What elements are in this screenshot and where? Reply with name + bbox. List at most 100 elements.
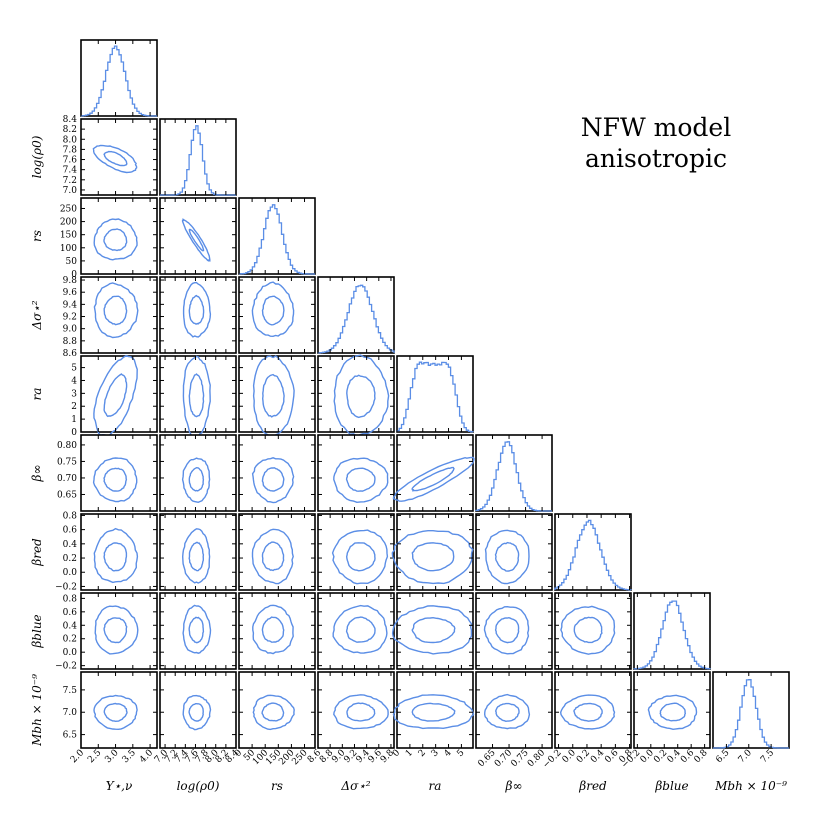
y-tick-label: 0.0 — [63, 568, 78, 578]
x-tick-label: 4 — [443, 748, 454, 759]
contour-2sigma — [182, 604, 212, 654]
panel-frame — [317, 434, 395, 512]
x-tick-label: 0.75 — [509, 748, 530, 769]
y-axis-label-rs: rs — [30, 230, 44, 242]
y-tick-label: 200 — [60, 218, 77, 228]
panel-contour-rs-vs-blue — [238, 592, 316, 670]
panel-contour-log-0-vs-rs — [159, 197, 237, 275]
panel-frame — [396, 513, 474, 591]
contour-2sigma — [391, 605, 473, 655]
panel-hist-p — [475, 434, 553, 512]
contour-1sigma — [103, 617, 128, 644]
panel-contour-log-0-vs-p — [159, 276, 237, 354]
contour-2sigma — [484, 529, 530, 585]
y-tick-label: 0.75 — [57, 457, 77, 467]
y-tick-label: 9.4 — [63, 300, 78, 310]
x-tick-label: 5 — [455, 748, 466, 759]
histogram-log-0 — [160, 125, 236, 196]
contour-2sigma — [251, 457, 295, 504]
contour-1sigma — [188, 616, 205, 644]
y-tick-label: 0.2 — [63, 635, 77, 645]
panel-frame — [396, 671, 474, 749]
x-tick-label: −0.2 — [541, 748, 564, 771]
y-tick-label: 0.4 — [63, 621, 78, 631]
panel-contour-p-vs-blue — [317, 592, 395, 670]
contour-2sigma — [182, 281, 212, 338]
contour-2sigma — [251, 528, 294, 585]
y-tick-label: 8.0 — [63, 135, 78, 145]
y-tick-label: 7.6 — [63, 156, 78, 166]
contour-1sigma — [188, 294, 205, 325]
panel-contour-p-vs-p — [80, 434, 158, 512]
contour-2sigma — [559, 694, 616, 730]
y-tick-label: 9.6 — [63, 288, 78, 298]
x-axis-label-red: βred — [578, 779, 607, 793]
contour-1sigma — [261, 541, 285, 572]
histogram-p — [80, 45, 157, 117]
contour-2sigma — [93, 282, 139, 339]
y-tick-label: 250 — [60, 204, 77, 214]
panel-frame — [475, 671, 553, 749]
contour-2sigma — [181, 218, 211, 262]
contour-1sigma — [188, 466, 205, 492]
panel-contour-log-0-vs-blue — [159, 592, 237, 670]
panel-frame — [317, 592, 395, 670]
contour-2sigma — [252, 604, 294, 655]
x-tick-label: 4.0 — [138, 748, 155, 765]
panel-contour-p-vs-ra — [317, 354, 395, 437]
panel-frame — [159, 434, 237, 512]
panel-frame — [80, 118, 158, 196]
panel-hist-ra — [396, 355, 474, 433]
panel-hist-red — [554, 513, 632, 591]
contour-1sigma — [494, 616, 520, 644]
y-axis-label-p: β∞ — [30, 465, 44, 483]
panel-hist-rs — [238, 197, 316, 275]
panel-frame — [238, 513, 316, 591]
contour-1sigma — [103, 373, 128, 418]
contour-2sigma — [483, 605, 530, 655]
contour-2sigma — [94, 605, 139, 655]
y-tick-label: 7.2 — [63, 176, 77, 186]
x-axis-label-ra: ra — [429, 779, 442, 793]
y-axis-label-red: βred — [30, 538, 44, 567]
y-axis-label-log-0: log(ρ0) — [30, 135, 44, 178]
contour-2sigma — [182, 355, 211, 438]
x-tick-label: 1 — [404, 748, 415, 759]
panel-hist-mbh-10 — [712, 671, 790, 749]
x-tick-label: 0 — [233, 748, 244, 759]
y-tick-label: 8.4 — [63, 115, 78, 125]
y-tick-label: 9.2 — [63, 313, 77, 323]
panel-contour-blue-vs-mbh-10 — [633, 671, 711, 749]
panel-frame — [159, 197, 237, 275]
panel-contour-ra-vs-blue — [391, 592, 474, 670]
x-axis-label-blue: βblue — [654, 779, 688, 793]
x-tick-label: 7.0 — [737, 748, 754, 765]
histogram-red — [554, 519, 632, 591]
contour-1sigma — [261, 616, 285, 643]
contour-2sigma — [333, 354, 390, 437]
panel-contour-rs-vs-p — [238, 276, 316, 354]
x-axis-label-p: β∞ — [505, 779, 523, 793]
y-tick-label: 8.2 — [63, 125, 77, 135]
x-axis-label-rs: rs — [271, 779, 283, 793]
y-tick-label: 0.0 — [63, 648, 78, 658]
panel-frame — [159, 671, 237, 749]
panel-frame — [317, 671, 395, 749]
y-tick-label: 0.8 — [63, 594, 78, 604]
panel-contour-p-vs-p — [80, 276, 158, 354]
contour-1sigma — [494, 702, 520, 723]
panel-frame — [238, 671, 316, 749]
panel-frame — [238, 592, 316, 670]
y-axis-label-p: Δσ⋆² — [30, 300, 44, 330]
x-axis-label-p: Υ⋆,ν — [106, 779, 133, 793]
panel-contour-p-vs-mbh-10 — [317, 671, 395, 749]
contour-2sigma — [392, 694, 475, 730]
panel-frame — [159, 355, 237, 433]
y-tick-label: 0.4 — [63, 540, 78, 550]
y-tick-label: 8.6 — [63, 349, 78, 359]
y-tick-label: 150 — [60, 231, 77, 241]
contour-1sigma — [573, 702, 603, 722]
panel-frame — [80, 434, 158, 512]
y-tick-label: 3 — [71, 389, 77, 399]
contour-2sigma — [333, 457, 389, 504]
